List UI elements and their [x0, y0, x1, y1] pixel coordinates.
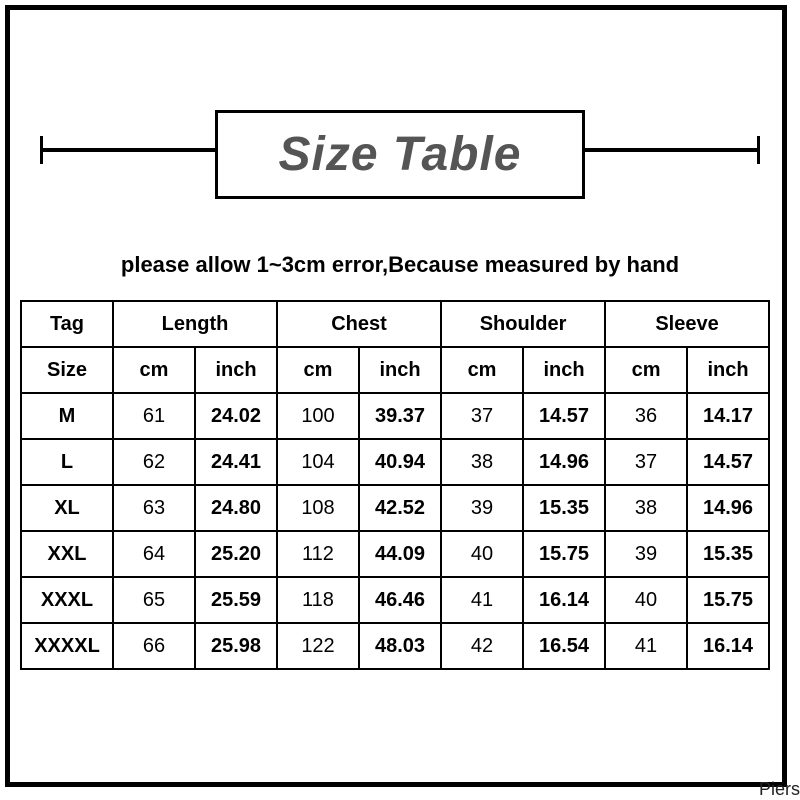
header-length: Length — [113, 301, 277, 347]
cell-shoulder-cm: 38 — [441, 439, 523, 485]
cell-length-cm: 62 — [113, 439, 195, 485]
header-cm: cm — [605, 347, 687, 393]
cell-shoulder-cm: 39 — [441, 485, 523, 531]
header-inch: inch — [359, 347, 441, 393]
cell-sleeve-inch: 15.75 — [687, 577, 769, 623]
watermark: Piers — [759, 779, 800, 800]
cell-sleeve-cm: 40 — [605, 577, 687, 623]
cell-sleeve-cm: 38 — [605, 485, 687, 531]
header-size: Size — [21, 347, 113, 393]
cell-length-inch: 24.02 — [195, 393, 277, 439]
cell-sleeve-inch: 16.14 — [687, 623, 769, 669]
cell-length-inch: 25.98 — [195, 623, 277, 669]
header-inch: inch — [195, 347, 277, 393]
cell-shoulder-inch: 16.54 — [523, 623, 605, 669]
cell-shoulder-inch: 16.14 — [523, 577, 605, 623]
cell-sleeve-cm: 36 — [605, 393, 687, 439]
title-banner: Size Table — [40, 110, 760, 199]
cell-sleeve-cm: 41 — [605, 623, 687, 669]
header-cm: cm — [277, 347, 359, 393]
cell-length-cm: 61 — [113, 393, 195, 439]
cell-chest-cm: 118 — [277, 577, 359, 623]
cell-sleeve-cm: 37 — [605, 439, 687, 485]
cell-shoulder-cm: 40 — [441, 531, 523, 577]
cell-tag: XXXL — [21, 577, 113, 623]
title-text: Size Table — [279, 128, 522, 181]
measurement-note: please allow 1~3cm error,Because measure… — [0, 252, 800, 278]
cell-chest-inch: 40.94 — [359, 439, 441, 485]
cell-sleeve-inch: 14.96 — [687, 485, 769, 531]
cell-tag: XXXXL — [21, 623, 113, 669]
cell-tag: M — [21, 393, 113, 439]
title-box: Size Table — [215, 110, 585, 199]
cell-sleeve-cm: 39 — [605, 531, 687, 577]
cell-tag: XXL — [21, 531, 113, 577]
cell-length-inch: 25.59 — [195, 577, 277, 623]
cell-sleeve-inch: 14.17 — [687, 393, 769, 439]
cell-chest-inch: 44.09 — [359, 531, 441, 577]
cell-length-cm: 63 — [113, 485, 195, 531]
cell-length-inch: 25.20 — [195, 531, 277, 577]
header-inch: inch — [523, 347, 605, 393]
cell-length-cm: 66 — [113, 623, 195, 669]
cell-chest-cm: 104 — [277, 439, 359, 485]
table-row: M6124.0210039.373714.573614.17 — [21, 393, 769, 439]
table-row: XXXL6525.5911846.464116.144015.75 — [21, 577, 769, 623]
cell-shoulder-cm: 37 — [441, 393, 523, 439]
cell-shoulder-inch: 15.35 — [523, 485, 605, 531]
cell-chest-inch: 46.46 — [359, 577, 441, 623]
cell-shoulder-inch: 15.75 — [523, 531, 605, 577]
cell-tag: XL — [21, 485, 113, 531]
table-row: XXL6425.2011244.094015.753915.35 — [21, 531, 769, 577]
cell-shoulder-cm: 42 — [441, 623, 523, 669]
cell-length-inch: 24.80 — [195, 485, 277, 531]
cell-sleeve-inch: 14.57 — [687, 439, 769, 485]
cell-length-cm: 64 — [113, 531, 195, 577]
cell-length-cm: 65 — [113, 577, 195, 623]
header-cm: cm — [113, 347, 195, 393]
header-cm: cm — [441, 347, 523, 393]
header-tag: Tag — [21, 301, 113, 347]
cell-chest-cm: 108 — [277, 485, 359, 531]
cell-sleeve-inch: 15.35 — [687, 531, 769, 577]
table-body: M6124.0210039.373714.573614.17L6224.4110… — [21, 393, 769, 669]
header-chest: Chest — [277, 301, 441, 347]
cell-shoulder-inch: 14.96 — [523, 439, 605, 485]
table-header: Tag Length Chest Shoulder Sleeve Size cm… — [21, 301, 769, 393]
table-row: L6224.4110440.943814.963714.57 — [21, 439, 769, 485]
cell-chest-inch: 39.37 — [359, 393, 441, 439]
cell-tag: L — [21, 439, 113, 485]
header-inch: inch — [687, 347, 769, 393]
cell-chest-cm: 112 — [277, 531, 359, 577]
header-sleeve: Sleeve — [605, 301, 769, 347]
cell-chest-cm: 122 — [277, 623, 359, 669]
header-shoulder: Shoulder — [441, 301, 605, 347]
cell-shoulder-cm: 41 — [441, 577, 523, 623]
cell-chest-inch: 48.03 — [359, 623, 441, 669]
cell-chest-cm: 100 — [277, 393, 359, 439]
cell-length-inch: 24.41 — [195, 439, 277, 485]
table-row: XXXXL6625.9812248.034216.544116.14 — [21, 623, 769, 669]
cell-shoulder-inch: 14.57 — [523, 393, 605, 439]
table-row: XL6324.8010842.523915.353814.96 — [21, 485, 769, 531]
size-table: Tag Length Chest Shoulder Sleeve Size cm… — [20, 300, 770, 670]
cell-chest-inch: 42.52 — [359, 485, 441, 531]
